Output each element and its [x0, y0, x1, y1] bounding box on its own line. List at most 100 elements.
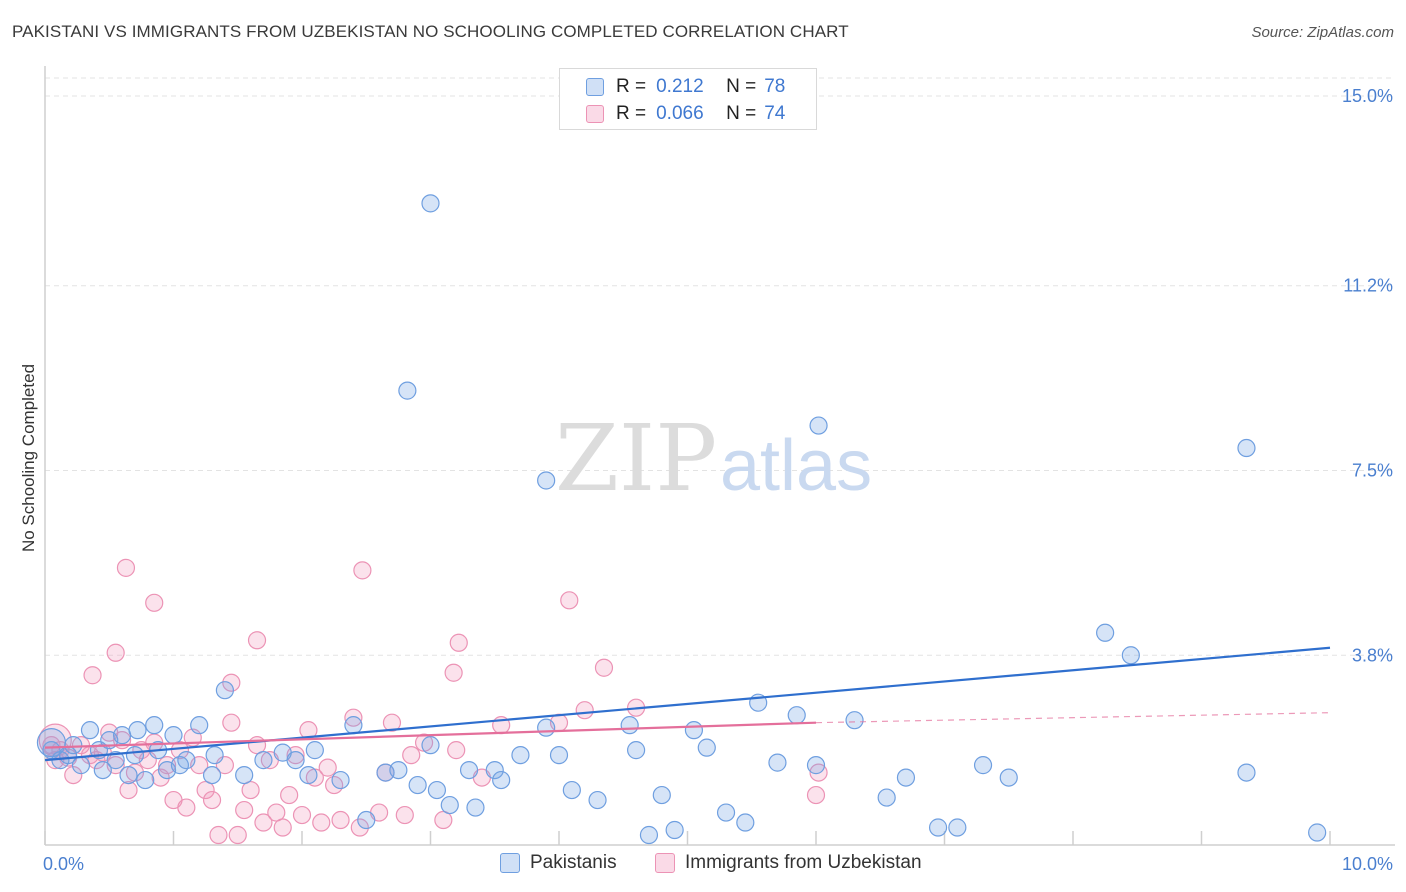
series-pakistanis-points: [36, 194, 1327, 845]
legend-n-value: 74: [764, 103, 786, 124]
gridlines: [45, 77, 1395, 656]
legend-swatch-pink: [586, 105, 604, 123]
legend-n-value: 78: [764, 76, 786, 97]
uzbekistan-point: [42, 736, 61, 755]
y-tick-label: 15.0%: [1342, 86, 1393, 106]
pakistanis-point: [626, 741, 646, 760]
uzbekistan-point: [247, 631, 267, 650]
uzbekistan-point: [116, 558, 136, 577]
bottom-legend-pakistanis: Pakistanis: [500, 852, 617, 874]
pakistanis-point: [768, 753, 787, 772]
uzbekistan-point: [106, 643, 125, 662]
pakistanis-point: [164, 726, 183, 745]
uzbekistan-point: [196, 780, 215, 800]
pakistanis-point: [845, 711, 864, 730]
pakistanis-point: [665, 820, 684, 840]
uzbekistan-point: [202, 790, 222, 810]
pakistanis-point: [427, 780, 447, 800]
uzbekistan-point: [267, 803, 286, 822]
uzbekistan-point: [83, 666, 102, 685]
y-tick-label: 3.8%: [1352, 645, 1393, 665]
uzbekistan-point: [228, 825, 247, 845]
pakistanis-point: [1121, 646, 1140, 665]
bottom-legend-label: Immigrants from Uzbekistan: [685, 852, 922, 873]
uzbekistan-point: [273, 818, 292, 837]
source-label: Source: ZipAtlas.com: [1251, 24, 1394, 41]
pakistanis-point: [1237, 438, 1256, 458]
pakistanis-point: [652, 785, 671, 805]
uzbekistan-point: [447, 741, 466, 760]
pakistanis-point: [549, 746, 569, 765]
bottom-legend-label: Pakistanis: [530, 852, 617, 873]
legend: R = 0.212 N = 78 R = 0.066 N = 74: [559, 68, 817, 130]
uzbekistan-point: [331, 810, 350, 830]
uzbekistan-point: [560, 591, 579, 610]
uzbekistan-point: [312, 813, 331, 832]
pakistanis-point: [421, 736, 440, 755]
uzbekistan-point: [806, 785, 826, 805]
uzbekistan-point: [177, 798, 196, 817]
pakistanis-point: [485, 760, 504, 780]
legend-n-label: N =: [726, 103, 757, 124]
watermark: ZIP atlas: [555, 405, 872, 512]
x-tick-label-min: 0.0%: [43, 854, 84, 874]
y-tick-label: 7.5%: [1352, 461, 1393, 481]
uzbekistan-point: [292, 805, 312, 825]
chart-title: PAKISTANI VS IMMIGRANTS FROM UZBEKISTAN …: [12, 22, 849, 41]
pakistanis-point: [999, 768, 1018, 787]
uzbekistan-point: [254, 813, 273, 832]
pakistanis-point: [136, 770, 155, 790]
pakistanis-point: [639, 825, 659, 845]
uzbekistan-point: [209, 825, 228, 845]
watermark-zip: ZIP: [555, 405, 717, 512]
pakistanis-point: [299, 765, 318, 785]
uzbekistan-point: [241, 780, 260, 800]
uzbekistan-point: [318, 758, 337, 777]
pakistanis-point: [562, 780, 581, 800]
watermark-atlas: atlas: [720, 426, 872, 506]
uzbekistan-point: [395, 805, 414, 825]
pakistanis-point: [305, 741, 324, 760]
pakistanis-point: [128, 721, 147, 740]
pakistanis-point: [36, 728, 67, 758]
pakistanis-point: [93, 760, 112, 780]
pakistanis-point: [190, 716, 209, 735]
y-tick-label: 11.2%: [1343, 276, 1393, 296]
pakistanis-point: [896, 768, 916, 787]
pakistanis-point: [492, 770, 511, 790]
uzbekistan-trend-extension: [815, 712, 1331, 724]
pakistanis-point: [71, 756, 91, 775]
uzbekistan-point: [402, 746, 421, 765]
legend-swatch-blue: [586, 78, 604, 96]
uzbekistan-point: [280, 785, 299, 805]
pakistanis-point: [537, 471, 556, 490]
tick-labels: 3.8% 7.5% 11.2% 15.0% 0.0% 10.0%: [43, 86, 1393, 874]
pakistanis-point: [80, 721, 100, 740]
legend-row-pakistanis: R = 0.212 N = 78: [586, 75, 785, 99]
uzbekistan-point: [434, 810, 453, 830]
bottom-legend-uzbekistan: Immigrants from Uzbekistan: [655, 852, 922, 874]
uzbekistan-point: [350, 818, 369, 837]
pakistanis-point: [459, 760, 479, 780]
pakistanis-point: [809, 416, 828, 435]
uzbekistan-point: [119, 780, 138, 800]
pakistanis-point: [877, 788, 896, 807]
pakistanis-point: [1237, 763, 1256, 782]
bottom-legend: Pakistanis Immigrants from Uzbekistan: [0, 852, 1406, 878]
axes: [44, 66, 1395, 846]
pakistanis-point: [588, 790, 607, 810]
uzbekistan-point: [382, 713, 402, 732]
pakistanis-point: [421, 194, 440, 213]
uzbekistan-point: [594, 658, 614, 677]
pakistanis-point: [64, 736, 83, 755]
pakistanis-point: [684, 721, 704, 740]
pakistanis-point: [331, 770, 350, 790]
x-tick-label-max: 10.0%: [1342, 854, 1393, 874]
legend-r-label: R =: [616, 103, 647, 124]
legend-r-label: R =: [616, 76, 647, 97]
pakistanis-point: [235, 765, 254, 785]
pakistanis-point: [344, 716, 363, 735]
pakistanis-point: [398, 381, 417, 400]
pakistanis-point: [202, 765, 222, 785]
